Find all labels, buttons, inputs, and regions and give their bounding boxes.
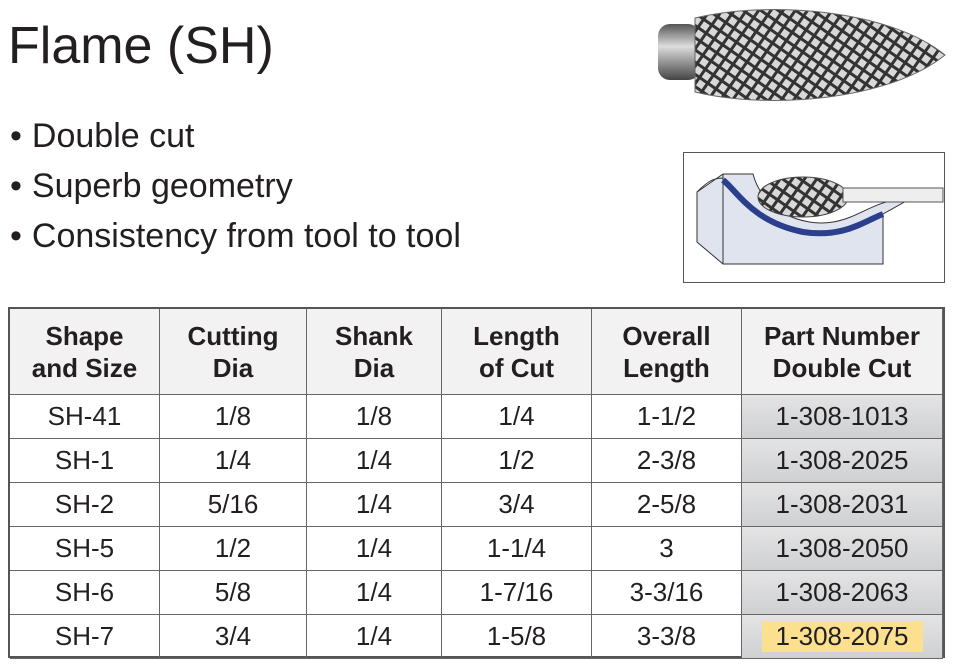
header-line: Part Number (763, 320, 921, 351)
diagram-image (683, 152, 945, 283)
header-line: Overall (622, 320, 711, 351)
table-cell: 1/4 (442, 395, 592, 439)
bullet: Double cut (10, 116, 195, 156)
header-line: and Size (31, 352, 138, 383)
table: Shape and Size Cutting Dia Shank Dia Length of … (8, 307, 945, 659)
table-cell: 1-308-2063 (742, 571, 943, 615)
header-line: Dia (212, 352, 254, 383)
column-header: Cutting Dia (160, 309, 307, 395)
table-cell: 2-3/8 (592, 439, 742, 483)
header-line: Length (473, 320, 560, 351)
column-header: Length of Cut (442, 309, 592, 395)
column-header: Overall Length (592, 309, 742, 395)
header-line: of Cut (478, 352, 555, 383)
table-cell: 5/8 (160, 571, 307, 615)
title: Flame (SH) (8, 17, 274, 75)
table-cell: 5/16 (160, 483, 307, 527)
header-line: Dia (353, 352, 395, 383)
table-cell: 1-308-2075 (742, 615, 943, 659)
table-cell: 3/4 (442, 483, 592, 527)
table-cell: 1/2 (442, 439, 592, 483)
table-cell: SH-6 (10, 571, 160, 615)
table-cell: 3 (592, 527, 742, 571)
header-line: Double Cut (772, 352, 912, 383)
column-header: Part Number Double Cut (742, 309, 943, 395)
table-cell: 1/4 (307, 615, 442, 659)
header-line: Cutting (187, 320, 279, 351)
table-cell: 1/4 (307, 527, 442, 571)
table-cell: 1/8 (160, 395, 307, 439)
table-cell: SH-2 (10, 483, 160, 527)
header-line: Shape (45, 320, 124, 351)
table-cell: 1-308-1013 (742, 395, 943, 439)
table-cell: 1-308-2025 (742, 439, 943, 483)
burr-image (658, 9, 946, 101)
table-cell: 1-308-2050 (742, 527, 943, 571)
bullet: Superb geometry (10, 166, 293, 206)
table-cell: 1/4 (160, 439, 307, 483)
header-line: Shank (334, 320, 414, 351)
table-cell: 3-3/16 (592, 571, 742, 615)
table-cell: 3/4 (160, 615, 307, 659)
table-cell: 1/4 (307, 571, 442, 615)
table-cell: SH-5 (10, 527, 160, 571)
table-cell: SH-41 (10, 395, 160, 439)
table-cell: 1-1/2 (592, 395, 742, 439)
table-cell: 1-7/16 (442, 571, 592, 615)
table-cell: 1/4 (307, 439, 442, 483)
column-header: Shank Dia (307, 309, 442, 395)
header-line: Length (623, 352, 710, 383)
table-cell: SH-1 (10, 439, 160, 483)
table-cell: 1/8 (307, 395, 442, 439)
table-cell: 1/2 (160, 527, 307, 571)
column-header: Shape and Size (10, 309, 160, 395)
highlighted-text: 1-308-2075 (761, 621, 923, 652)
table-cell: 3-3/8 (592, 615, 742, 659)
table-cell: 1-5/8 (442, 615, 592, 659)
table-cell: 1-308-2031 (742, 483, 943, 527)
table-cell: 2-5/8 (592, 483, 742, 527)
table-cell: 1/4 (307, 483, 442, 527)
table-cell: 1-1/4 (442, 527, 592, 571)
bullet: Consistency from tool to tool (10, 216, 461, 256)
table-cell: SH-7 (10, 615, 160, 659)
